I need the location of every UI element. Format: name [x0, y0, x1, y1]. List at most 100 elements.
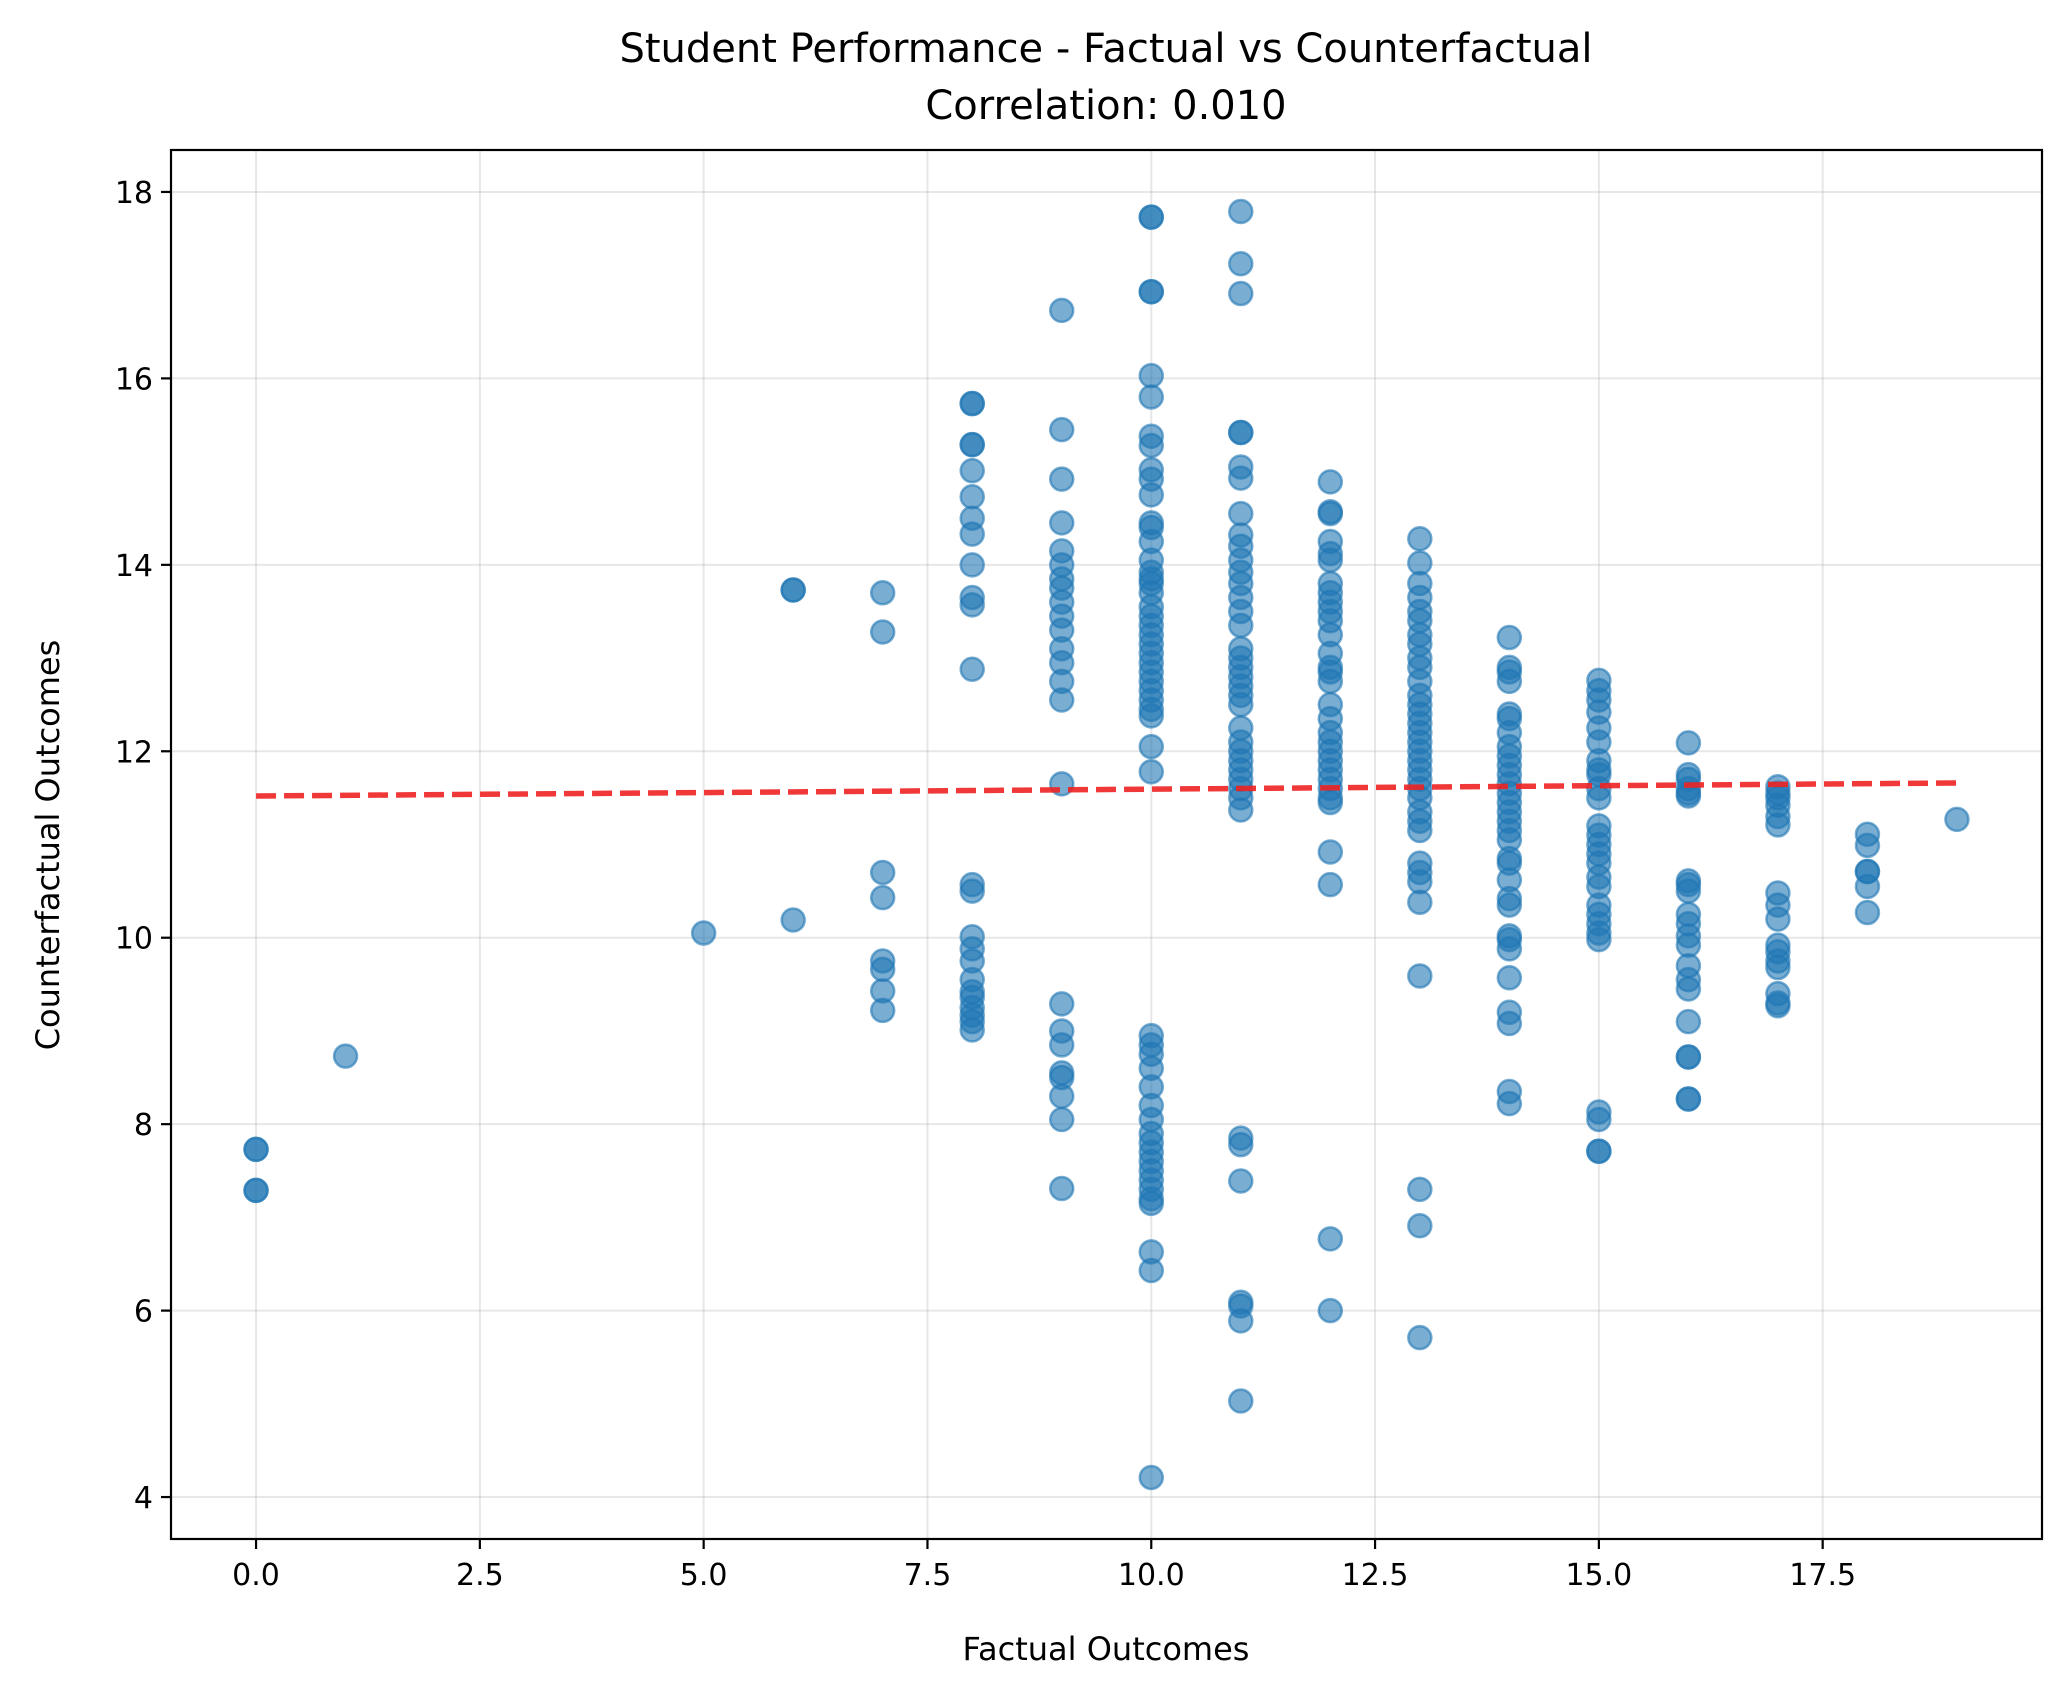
data-point: [1407, 1324, 1433, 1351]
data-point: [1675, 878, 1702, 904]
data-point: [1138, 384, 1165, 410]
data-point: [1675, 1008, 1702, 1035]
data-point: [1317, 789, 1344, 816]
data-point: [1407, 1176, 1433, 1203]
data-point: [1048, 687, 1075, 713]
data-point: [1138, 703, 1165, 729]
data-point: [243, 1136, 269, 1163]
data-point: [1048, 416, 1075, 443]
data-point: [1048, 466, 1075, 492]
data-points: [243, 198, 1970, 1491]
data-point: [1496, 892, 1523, 918]
data-point: [959, 1017, 985, 1043]
y-tick-label: 8: [134, 1108, 153, 1143]
data-point: [1854, 832, 1881, 859]
grid-lines: [171, 150, 2042, 1539]
data-point: [1228, 1131, 1254, 1158]
x-tick-label: 2.5: [456, 1558, 504, 1593]
trend-line-group: [256, 780, 1957, 799]
data-point: [780, 907, 806, 933]
trend-line: [256, 780, 1957, 799]
data-point: [1317, 1297, 1344, 1324]
x-tick-label: 17.5: [1789, 1558, 1856, 1593]
data-point: [1407, 963, 1433, 989]
y-tick-label: 14: [115, 549, 153, 584]
data-point: [869, 956, 896, 983]
data-point: [1317, 1226, 1344, 1252]
data-point: [959, 656, 985, 682]
data-point: [1765, 906, 1791, 932]
data-point: [1675, 976, 1702, 1002]
data-point: [1765, 954, 1791, 981]
x-tick-label: 12.5: [1342, 1558, 1409, 1593]
data-point: [959, 390, 985, 417]
data-point: [869, 884, 896, 911]
data-point: [869, 997, 896, 1024]
data-point: [1138, 1190, 1165, 1217]
data-point: [1048, 1175, 1075, 1202]
data-point: [1854, 899, 1881, 926]
data-point: [1228, 797, 1254, 823]
data-point: [1407, 889, 1433, 916]
data-point: [1228, 612, 1254, 639]
data-point: [1228, 500, 1254, 527]
data-point: [959, 592, 985, 618]
data-point: [1228, 280, 1254, 307]
data-point: [1317, 871, 1344, 898]
y-tick-label: 12: [115, 735, 153, 770]
x-tick-label: 10.0: [1118, 1558, 1185, 1593]
data-point: [1675, 730, 1702, 756]
y-axis-ticks: 4 6 8 10 12 14 16 18: [115, 176, 171, 1516]
data-point: [959, 521, 985, 547]
data-point: [869, 619, 896, 645]
data-point: [1048, 1083, 1075, 1109]
data-point: [243, 1177, 269, 1204]
y-tick-label: 6: [134, 1295, 153, 1330]
y-tick-label: 10: [115, 922, 153, 957]
data-point: [1228, 198, 1254, 225]
data-point: [1586, 926, 1612, 953]
data-point: [780, 577, 806, 603]
data-point: [959, 484, 985, 510]
data-point: [1228, 419, 1254, 446]
data-point: [1138, 278, 1165, 305]
data-point: [1496, 936, 1523, 962]
data-point: [1675, 1086, 1702, 1112]
data-point: [1138, 1464, 1165, 1491]
data-point: [959, 457, 985, 484]
data-point: [1496, 1010, 1523, 1037]
data-point: [690, 920, 717, 946]
data-point: [1048, 1032, 1075, 1058]
data-point: [1944, 806, 1970, 833]
data-point: [1138, 362, 1165, 389]
data-point: [1138, 1257, 1165, 1284]
data-point: [959, 552, 985, 578]
data-point: [1765, 812, 1791, 838]
data-point: [1317, 547, 1344, 573]
data-point: [1048, 297, 1075, 324]
data-point: [1854, 873, 1881, 900]
data-point: [1317, 500, 1344, 527]
data-point: [1586, 1106, 1612, 1133]
data-point: [959, 878, 985, 904]
data-point: [1407, 817, 1433, 844]
data-point: [1317, 469, 1344, 495]
data-point: [1407, 1213, 1433, 1239]
data-point: [1048, 510, 1075, 536]
data-point: [1317, 839, 1344, 865]
data-point: [869, 580, 896, 606]
y-tick-label: 18: [115, 176, 153, 211]
data-point: [1228, 1388, 1254, 1414]
chart-subtitle: Correlation: 0.010: [925, 83, 1286, 129]
data-point: [1138, 482, 1165, 508]
data-point: [1228, 1168, 1254, 1194]
y-tick-label: 16: [115, 362, 153, 397]
data-point: [869, 859, 896, 886]
data-point: [1765, 993, 1791, 1019]
plot-frame: [169, 148, 2044, 1541]
x-tick-label: 15.0: [1565, 1558, 1632, 1593]
y-axis-label: Counterfactual Outcomes: [29, 640, 67, 1051]
data-point: [1228, 1308, 1254, 1334]
chart-title: Student Performance - Factual vs Counter…: [619, 26, 1592, 72]
